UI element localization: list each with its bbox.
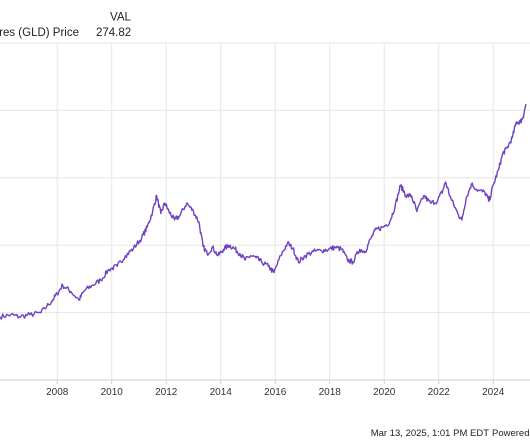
x-axis-ticks: 2008 2010 2012 2014 2016 2018 2020 2022 2024 [0,379,530,398]
x-tick-label-2016: 2016 [264,387,287,398]
x-tick-label-2022: 2022 [428,387,451,398]
grid [0,42,530,380]
footer-powered-by: Powered by [492,428,530,439]
x-tick-label-2018: 2018 [319,387,342,398]
x-tick-label-2020: 2020 [373,387,396,398]
legend-series-value: 274.82 [96,27,131,39]
x-tick-label-2012: 2012 [155,387,178,398]
x-tick-label-2024: 2024 [482,387,505,398]
series-line-0 [0,103,527,320]
footer-timestamp: Mar 13, 2025, 1:01 PM EDT [371,428,489,439]
legend-series-label: SPDR Gold Shares (GLD) Price [0,27,79,39]
series-layer [0,103,527,320]
x-tick-label-2014: 2014 [210,387,233,398]
x-tick-label-2008: 2008 [46,387,69,398]
x-tick-label-2010: 2010 [101,387,124,398]
legend-header: VAL [110,12,131,24]
